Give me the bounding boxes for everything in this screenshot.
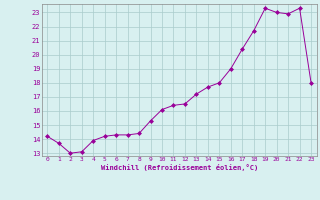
X-axis label: Windchill (Refroidissement éolien,°C): Windchill (Refroidissement éolien,°C)	[100, 164, 258, 171]
